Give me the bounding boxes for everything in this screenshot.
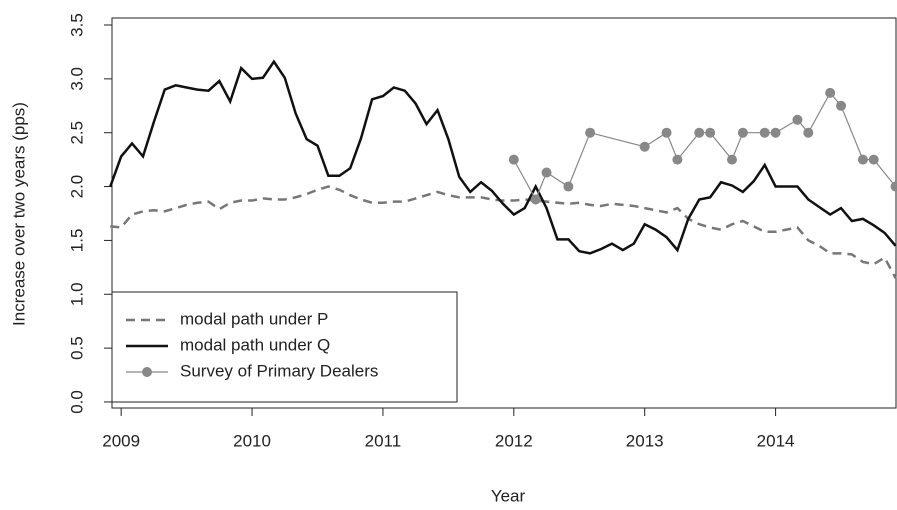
legend-marker [142, 367, 152, 377]
y-axis-label: Increase over two years (pps) [9, 102, 28, 326]
series-line [110, 185, 897, 279]
survey-point [857, 154, 868, 165]
survey-point [868, 154, 879, 165]
legend-label: modal path under P [180, 309, 328, 328]
survey-point [541, 167, 552, 178]
y-tick-label: 2.0 [67, 175, 86, 199]
survey-point [727, 154, 738, 165]
survey-point [694, 127, 705, 138]
survey-point [508, 154, 519, 165]
legend-label: modal path under Q [180, 335, 330, 354]
survey-point [825, 87, 836, 98]
survey-point [639, 141, 650, 152]
survey-point [530, 194, 541, 205]
legend-box [111, 291, 458, 403]
survey-point [672, 154, 683, 165]
series-line [109, 59, 897, 255]
survey-point [737, 127, 748, 138]
y-tick-label: 1.0 [67, 282, 86, 306]
survey-point [803, 127, 814, 138]
survey-point [661, 127, 672, 138]
x-tick-label: 2014 [757, 431, 795, 450]
x-tick-label: 2009 [102, 431, 140, 450]
survey-point [836, 100, 847, 111]
y-tick-label: 2.5 [67, 121, 86, 145]
survey-point [890, 181, 897, 192]
y-tick-label: 0.5 [67, 336, 86, 360]
survey-point [759, 127, 770, 138]
survey-point [563, 181, 574, 192]
survey-point [585, 127, 596, 138]
survey-point [792, 114, 803, 125]
x-tick-label: 2012 [495, 431, 533, 450]
y-tick-label: 3.0 [67, 67, 86, 91]
legend-label: Survey of Primary Dealers [180, 361, 378, 380]
survey-point [770, 127, 781, 138]
x-tick-label: 2013 [626, 431, 664, 450]
y-tick-label: 0.0 [67, 390, 86, 414]
y-tick-label: 3.5 [67, 13, 86, 37]
plot-frame [111, 17, 897, 409]
x-axis-label: Year [491, 486, 526, 505]
y-tick-label: 1.5 [67, 229, 86, 253]
x-tick-label: 2011 [365, 431, 402, 450]
survey-point [705, 127, 716, 138]
x-tick-label: 2010 [233, 431, 271, 450]
